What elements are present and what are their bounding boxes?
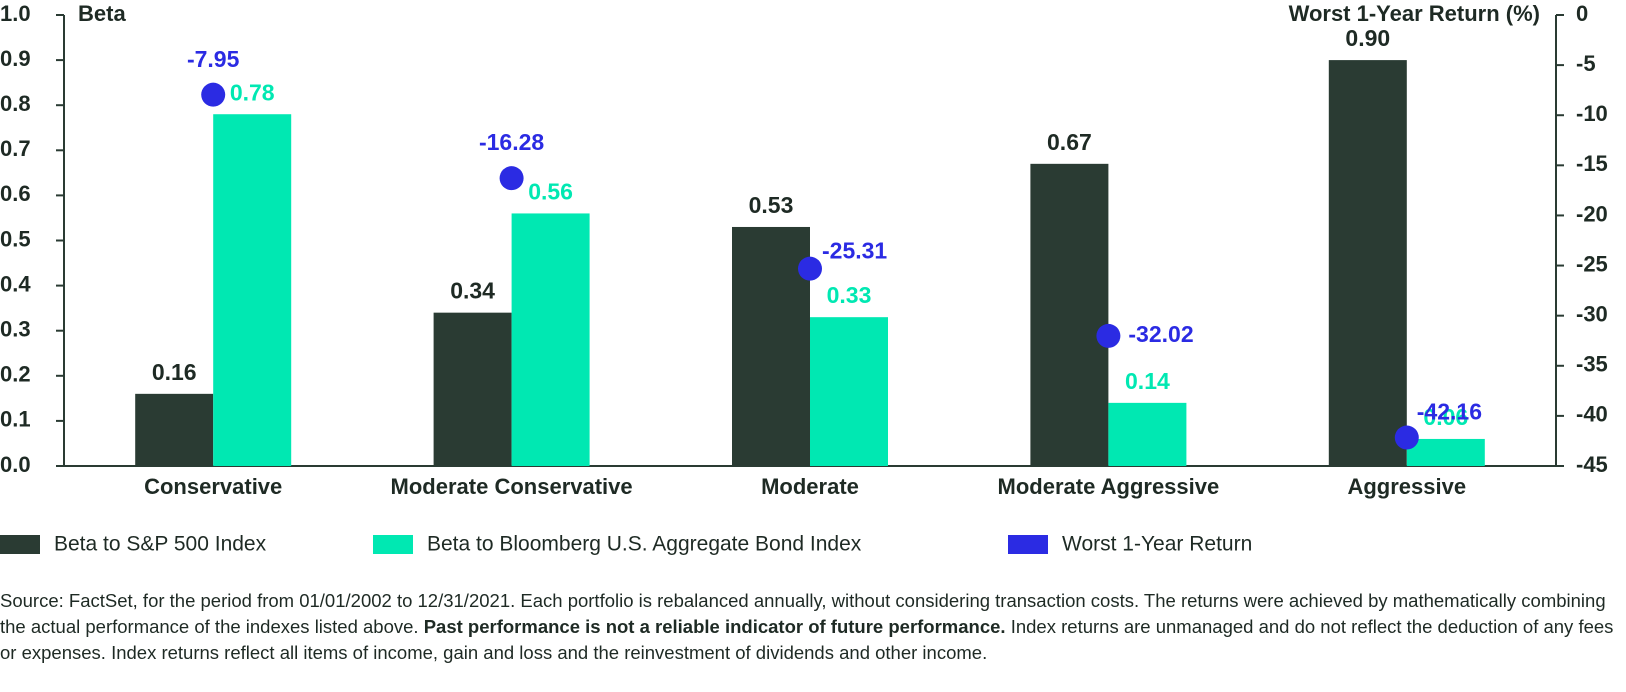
x-tick-label: Aggressive <box>1347 474 1466 499</box>
bar <box>135 393 214 466</box>
y-tick-label: 1.0 <box>0 1 31 26</box>
y2-tick-label: -5 <box>1576 51 1596 76</box>
bar <box>433 312 512 466</box>
y2-tick-label: -15 <box>1576 151 1608 176</box>
legend-swatch <box>0 535 40 554</box>
value-label: 0.06 <box>1423 404 1468 430</box>
legend-label: Beta to Bloomberg U.S. Aggregate Bond In… <box>427 533 862 556</box>
legend-swatch <box>1008 535 1048 554</box>
legend-label: Beta to S&P 500 Index <box>54 533 267 556</box>
x-tick-label: Moderate Conservative <box>391 474 633 499</box>
y-tick-label: 0.4 <box>0 271 31 296</box>
value-label: -7.95 <box>187 46 240 72</box>
bar <box>1406 438 1485 466</box>
return-dot <box>499 166 524 191</box>
y2-tick-label: -10 <box>1576 101 1608 126</box>
footnote-bold: Past performance is not a reliable indic… <box>423 616 1006 637</box>
y2-axis-title: Worst 1-Year Return (%) <box>1289 1 1540 26</box>
value-label: -32.02 <box>1128 321 1193 347</box>
return-dot <box>798 256 822 281</box>
value-label: -25.31 <box>822 238 887 264</box>
y-tick-label: 0.5 <box>0 226 31 251</box>
x-tick-label: Conservative <box>144 474 282 499</box>
y-tick-label: 0.7 <box>0 136 31 161</box>
y-tick-label: 0.1 <box>0 407 31 432</box>
value-label: 0.56 <box>528 179 573 205</box>
value-label: 0.33 <box>827 282 872 308</box>
value-label: 0.90 <box>1345 25 1390 51</box>
value-label: -16.28 <box>479 129 544 155</box>
footnote: Source: FactSet, for the period from 01/… <box>0 588 1620 666</box>
value-label: 0.14 <box>1125 368 1170 394</box>
y2-tick-label: -35 <box>1576 352 1608 377</box>
y-tick-label: 0.8 <box>0 91 31 116</box>
y-tick-label: 0.2 <box>0 362 31 387</box>
legend-swatch <box>373 535 413 554</box>
bar <box>1328 60 1407 466</box>
x-tick-label: Moderate Aggressive <box>998 474 1220 499</box>
footnote-text: Source: FactSet, for the period from 01/… <box>0 590 1606 637</box>
y-tick-label: 0.3 <box>0 317 31 342</box>
bar <box>213 114 292 466</box>
bar <box>732 226 810 466</box>
footnote-text: Index returns are unmanaged and do not r… <box>0 616 1614 663</box>
bar <box>1030 163 1109 466</box>
return-dot <box>1096 323 1121 348</box>
value-label: -42.16 <box>1417 399 1482 425</box>
y2-tick-label: 0 <box>1576 1 1588 26</box>
x-tick-label: Moderate <box>761 474 859 499</box>
y2-tick-label: -20 <box>1576 201 1608 226</box>
return-dot <box>1394 425 1419 450</box>
chart: Beta Worst 1-Year Return (%) 0.0 0.1 0.2 0.… <box>0 1 1608 556</box>
bar <box>1108 402 1187 466</box>
y2-tick-label: -30 <box>1576 301 1608 326</box>
y-tick-label: 0.6 <box>0 181 31 206</box>
y2-tick-label: -25 <box>1576 251 1608 276</box>
value-label: 0.53 <box>749 192 794 218</box>
value-label: 0.67 <box>1047 129 1092 155</box>
y-axis-title: Beta <box>78 1 126 26</box>
value-label: 0.34 <box>450 278 495 304</box>
y-tick-label: 0.9 <box>0 46 31 71</box>
bar <box>810 317 888 466</box>
y2-tick-label: -40 <box>1576 402 1608 427</box>
y2-tick-label: -45 <box>1576 452 1608 477</box>
bar <box>511 213 590 466</box>
y-tick-label: 0.0 <box>0 452 31 477</box>
legend-label: Worst 1-Year Return <box>1062 533 1252 556</box>
value-label: 0.78 <box>230 79 275 105</box>
value-label: 0.16 <box>152 359 197 385</box>
return-dot <box>201 82 226 107</box>
